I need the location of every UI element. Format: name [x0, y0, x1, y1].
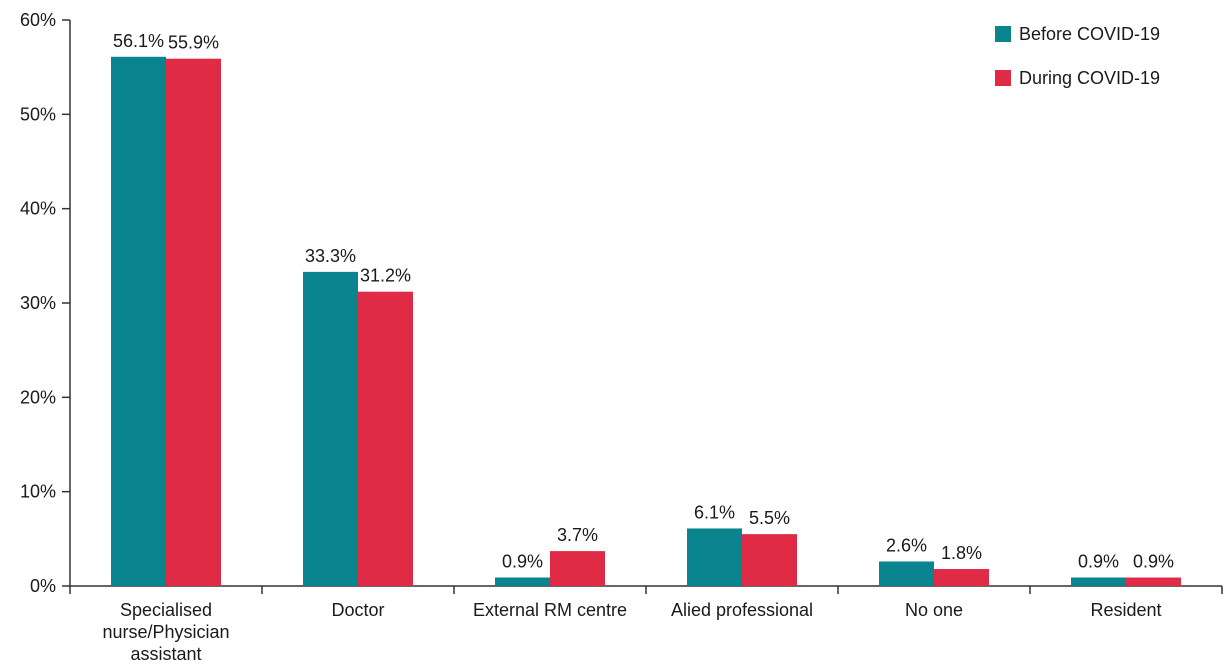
bar-value-label: 56.1% — [113, 31, 164, 51]
bar-value-label: 0.9% — [1078, 552, 1119, 572]
bar — [879, 561, 934, 586]
y-tick-label: 40% — [20, 199, 56, 219]
bar-value-label: 0.9% — [1133, 552, 1174, 572]
x-category-label-line: assistant — [130, 644, 201, 664]
data-labels: 56.1% 33.3% 0.9% 6.1% 2.6% 0.9% 55.9% 31.2% 3.7%… — [113, 31, 1174, 572]
bar — [166, 58, 221, 587]
bar — [550, 551, 605, 586]
x-category-label: Doctor — [331, 600, 384, 620]
legend-swatch — [995, 26, 1011, 42]
x-category-label-line: Specialised — [120, 600, 212, 620]
bar — [934, 569, 989, 586]
bar — [1126, 577, 1181, 586]
x-axis: Specialised nurse/Physician assistant Docto… — [69, 585, 1223, 664]
x-category-label-line: nurse/Physician — [102, 622, 229, 642]
bar-value-label: 1.8% — [941, 543, 982, 563]
legend: Before COVID-19 During COVID-19 — [995, 24, 1160, 88]
bar-value-label: 0.9% — [502, 552, 543, 572]
y-tick-label: 0% — [30, 576, 56, 596]
bar-value-label: 33.3% — [305, 246, 356, 266]
y-tick-label: 50% — [20, 104, 56, 124]
bar — [303, 271, 358, 586]
bar-value-label: 3.7% — [557, 525, 598, 545]
bar — [495, 577, 550, 586]
x-category-label: External RM centre — [473, 600, 627, 620]
legend-label: Before COVID-19 — [1019, 24, 1160, 44]
bar-value-label: 6.1% — [694, 502, 735, 522]
x-category-label-line: Doctor — [331, 600, 384, 620]
x-category-label-line: Resident — [1090, 600, 1161, 620]
x-category-label: Resident — [1090, 600, 1161, 620]
y-tick-label: 60% — [20, 10, 56, 30]
bar-value-label: 2.6% — [886, 535, 927, 555]
y-tick-label: 10% — [20, 482, 56, 502]
bar-value-label: 55.9% — [168, 33, 219, 53]
bars — [111, 56, 1181, 587]
legend-swatch — [995, 70, 1011, 86]
bar — [687, 528, 742, 586]
x-category-label-line: Alied professional — [671, 600, 813, 620]
y-axis: 0% 10% 20% 30% 40% 50% 60% — [20, 10, 71, 596]
y-tick-label: 30% — [20, 293, 56, 313]
x-category-label: Alied professional — [671, 600, 813, 620]
y-tick-label: 20% — [20, 387, 56, 407]
x-category-label: Specialised nurse/Physician assistant — [102, 600, 229, 664]
bar-value-label: 5.5% — [749, 508, 790, 528]
legend-label: During COVID-19 — [1019, 68, 1160, 88]
bar — [111, 56, 166, 587]
bar — [358, 291, 413, 586]
bar — [1071, 577, 1126, 586]
x-category-label: No one — [905, 600, 963, 620]
bar — [742, 534, 797, 586]
x-category-label-line: External RM centre — [473, 600, 627, 620]
x-category-label-line: No one — [905, 600, 963, 620]
bar-value-label: 31.2% — [360, 266, 411, 286]
